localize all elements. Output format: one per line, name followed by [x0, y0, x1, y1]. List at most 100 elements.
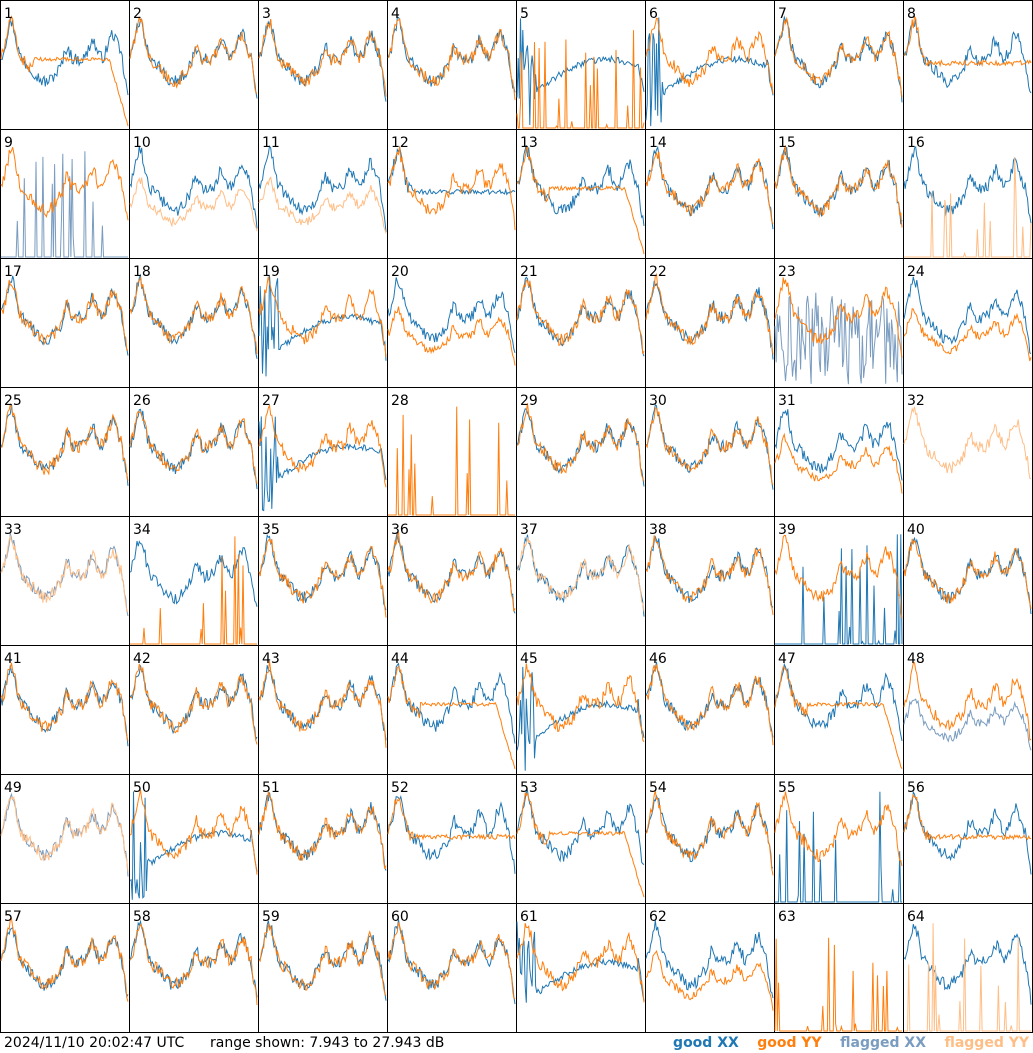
panel-43: 43: [258, 645, 388, 775]
panel-64: 64: [903, 903, 1033, 1033]
series-yy-good: [645, 664, 774, 746]
panel-label: 20: [391, 264, 409, 280]
panel-label: 61: [520, 909, 538, 925]
panel-18: 18: [129, 258, 259, 388]
range-label: range shown: 7.943 to 27.943 dB: [210, 1035, 445, 1051]
panel-28: 28: [387, 387, 517, 517]
series-yy-good: [258, 18, 387, 97]
series-xx-good: [129, 665, 258, 741]
panel-49: 49: [0, 774, 130, 904]
panel-8: 8: [903, 0, 1033, 130]
panel-label: 13: [520, 135, 538, 151]
timestamp: 2024/11/10 20:02:47 UTC: [4, 1035, 185, 1051]
series-xx-good: [516, 145, 645, 226]
panel-42: 42: [129, 645, 259, 775]
panel-label: 18: [133, 264, 151, 280]
panel-label: 42: [133, 651, 151, 667]
panel-frame: [645, 0, 775, 130]
panel-label: 58: [133, 909, 151, 925]
panel-label: 45: [520, 651, 538, 667]
panel-label: 14: [649, 135, 667, 151]
panel-frame: [129, 774, 259, 904]
series-xx-good: [774, 409, 903, 481]
panel-4: 4: [387, 0, 517, 130]
panel-frame: [774, 387, 904, 517]
series-yy-good: [516, 30, 645, 130]
series-yy-good: [129, 922, 258, 1006]
panel-label: 57: [4, 909, 22, 925]
series-yy-good: [516, 146, 645, 255]
panel-53: 53: [516, 774, 646, 904]
panel-label: 50: [133, 780, 151, 796]
panel-16: 16: [903, 129, 1033, 259]
series-xx-flagged: [0, 533, 129, 617]
panel-frame: [774, 903, 904, 1033]
series-yy-good: [516, 791, 645, 898]
series-xx-good: [516, 666, 645, 771]
legend-flagged-yy: flagged YY: [944, 1035, 1029, 1051]
series-yy-good: [129, 276, 258, 354]
panel-frame: [645, 387, 775, 517]
series-yy-good: [903, 793, 1032, 841]
panel-label: 62: [649, 909, 667, 925]
panel-label: 4: [391, 6, 400, 22]
series-xx-good: [0, 275, 129, 356]
panel-label: 19: [262, 264, 280, 280]
panel-59: 59: [258, 903, 388, 1033]
panel-frame: [645, 903, 775, 1033]
series-yy-flagged: [258, 176, 387, 234]
panel-frame: [258, 903, 388, 1033]
panel-frame: [387, 0, 517, 130]
series-yy-good: [0, 662, 129, 742]
panel-frame: [645, 645, 775, 775]
series-xx-good: [0, 404, 129, 486]
panel-label: 23: [778, 264, 796, 280]
series-yy-good: [258, 791, 387, 870]
series-xx-flagged: [774, 292, 903, 385]
panel-frame: [903, 903, 1033, 1033]
series-yy-good: [258, 923, 387, 996]
panel-50: 50: [129, 774, 259, 904]
panel-13: 13: [516, 129, 646, 259]
panel-frame: [645, 774, 775, 904]
panel-label: 11: [262, 135, 280, 151]
panel-58: 58: [129, 903, 259, 1033]
panel-41: 41: [0, 645, 130, 775]
panel-label: 59: [262, 909, 280, 925]
panel-24: 24: [903, 258, 1033, 388]
panel-46: 46: [645, 645, 775, 775]
panel-label: 12: [391, 135, 409, 151]
series-yy-good: [645, 791, 774, 876]
series-yy-good: [129, 16, 258, 94]
panel-frame: [516, 387, 646, 517]
panel-31: 31: [774, 387, 904, 517]
panel-frame: [129, 645, 259, 775]
legend-good-xx: good XX: [673, 1035, 739, 1051]
series-yy-good: [387, 922, 516, 1000]
series-yy-good: [774, 432, 903, 494]
panel-27: 27: [258, 387, 388, 517]
panel-label: 56: [907, 780, 925, 796]
series-yy-flagged: [129, 177, 258, 232]
panel-frame: [387, 903, 517, 1033]
panel-frame: [774, 645, 904, 775]
footer-bar: 2024/11/10 20:02:47 UTC range shown: 7.9…: [0, 1033, 1033, 1053]
panel-57: 57: [0, 903, 130, 1033]
panel-label: 39: [778, 522, 796, 538]
panel-62: 62: [645, 903, 775, 1033]
panel-23: 23: [774, 258, 904, 388]
panel-frame: [0, 0, 130, 130]
panel-25: 25: [0, 387, 130, 517]
series-yy-flagged: [904, 923, 1031, 1032]
panel-21: 21: [516, 258, 646, 388]
panel-22: 22: [645, 258, 775, 388]
series-yy-good: [129, 410, 258, 485]
panel-label: 43: [262, 651, 280, 667]
panel-17: 17: [0, 258, 130, 388]
panel-label: 1: [4, 6, 13, 22]
series-yy-good: [774, 145, 903, 228]
panel-10: 10: [129, 129, 259, 259]
panel-55: 55: [774, 774, 904, 904]
panel-label: 26: [133, 393, 151, 409]
series-xx-good: [645, 17, 774, 127]
